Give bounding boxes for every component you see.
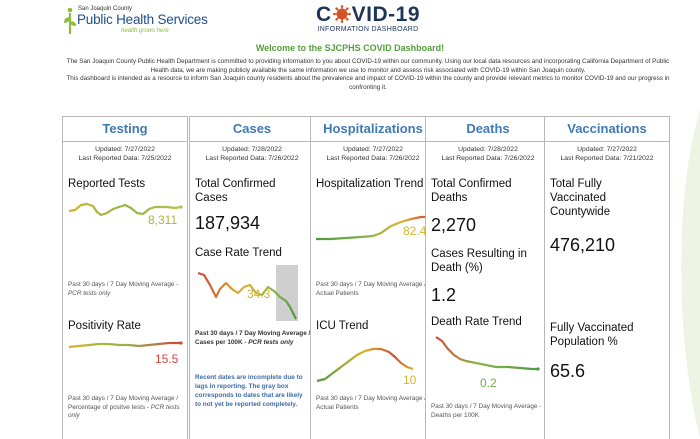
- person-with-leaf-icon: [64, 7, 76, 34]
- intro-paragraph-2: This dashboard is intended as a resource…: [66, 75, 670, 91]
- deaths-panel: Deaths Updated: 7/28/2022 Last Reported …: [425, 116, 551, 439]
- hospitalization-note: Past 30 days / 7 Day Moving Average / Ac…: [316, 281, 427, 297]
- reported-tests-title: Reported Tests: [68, 178, 146, 190]
- coronavirus-icon: [332, 5, 351, 23]
- cases-panel: Cases Updated: 7/28/2022 Last Reported D…: [189, 116, 315, 439]
- death-rate-value: 0.2: [480, 376, 497, 390]
- cases-updated: Updated: 7/28/2022: [222, 146, 282, 153]
- cases-resulting-in-death-title: Cases Resulting in Death (%): [431, 248, 527, 274]
- case-rate-trend-title: Case Rate Trend: [195, 247, 282, 259]
- logo-county-text: San Joaquin County: [78, 6, 133, 12]
- background-accent: [681, 110, 700, 438]
- death-rate-trend-sparkline[interactable]: 0.2: [426, 331, 550, 393]
- hospitalizations-panel-title[interactable]: Hospitalizations: [311, 117, 435, 142]
- reported-tests-note: Past 30 days / 7 Day Moving Average - PC…: [68, 281, 179, 297]
- sjc-public-health-logo[interactable]: San Joaquin County Public Health Service…: [63, 4, 213, 38]
- covid-dashboard-logo: C VID-19 INFORMATION DASHBOARD: [313, 4, 423, 40]
- vaccinations-last-reported: Last Reported Data: 7/21/2022: [560, 155, 654, 162]
- positivity-rate-note: Past 30 days / 7 Day Moving Average / Pe…: [68, 395, 180, 419]
- icu-trend-sparkline[interactable]: 10: [311, 339, 435, 389]
- icu-note: Past 30 days / 7 Day Moving Average / Ac…: [316, 395, 427, 411]
- testing-updated: Updated: 7/27/2022: [95, 146, 155, 153]
- vaccinations-panel-title[interactable]: Vaccinations: [545, 117, 669, 142]
- cases-resulting-in-death-value: 1.2: [431, 285, 457, 305]
- reported-tests-sparkline[interactable]: 8,311: [63, 195, 187, 231]
- fully-vaccinated-population-title: Fully Vaccinated Population %: [550, 322, 634, 348]
- incomplete-data-gray-box: [276, 265, 298, 321]
- covid-title-right: VID-19: [351, 3, 421, 26]
- header: San Joaquin County Public Health Service…: [0, 0, 700, 42]
- positivity-rate-value: 15.5: [155, 352, 179, 366]
- total-confirmed-cases-title: Total Confirmed Cases: [195, 178, 276, 204]
- case-rate-trend-sparkline[interactable]: 34.3: [190, 263, 314, 325]
- total-confirmed-deaths-value: 2,270: [431, 215, 477, 235]
- hospitalization-trend-sparkline[interactable]: 82.4: [311, 209, 435, 249]
- welcome-heading: Welcome to the SJCPHS COVID Dashboard!: [255, 43, 445, 53]
- testing-panel-title[interactable]: Testing: [63, 117, 187, 142]
- incomplete-data-warning: Recent dates are incomplete due to lags …: [195, 374, 303, 408]
- cases-panel-title[interactable]: Cases: [190, 117, 314, 142]
- logo-tagline: health grows here: [121, 28, 169, 34]
- hospitalizations-last-reported: Last Reported Data: 7/26/2022: [326, 155, 420, 162]
- intro-text: The San Joaquin County Public Health Dep…: [62, 58, 674, 92]
- reported-tests-value: 8,311: [148, 213, 177, 227]
- vaccinations-updated: Updated: 7/27/2022: [577, 146, 637, 153]
- covid-subtitle: INFORMATION DASHBOARD: [317, 26, 419, 33]
- fully-vaccinated-population-value: 65.6: [550, 361, 586, 381]
- deaths-updated: Updated: 7/28/2022: [458, 146, 518, 153]
- hospitalization-trend-title: Hospitalization Trend: [316, 178, 424, 190]
- covid-title-left: C: [315, 3, 332, 26]
- total-confirmed-cases-value: 187,934: [195, 213, 261, 233]
- total-confirmed-deaths-title: Total Confirmed Deaths: [431, 178, 512, 204]
- cases-last-reported: Last Reported Data: 7/26/2022: [205, 155, 299, 162]
- death-rate-note: Past 30 days / 7 Day Moving Average - De…: [431, 403, 542, 419]
- deaths-panel-title[interactable]: Deaths: [426, 117, 550, 142]
- intro-paragraph-1: The San Joaquin County Public Health Dep…: [66, 58, 670, 74]
- case-rate-note: Past 30 days / 7 Day Moving Average / Ca…: [195, 330, 311, 346]
- total-fully-vaccinated-value: 476,210: [550, 235, 616, 255]
- testing-last-reported: Last Reported Data: 7/25/2022: [78, 155, 172, 162]
- deaths-last-reported: Last Reported Data: 7/26/2022: [441, 155, 535, 162]
- total-fully-vaccinated-title: Total Fully Vaccinated Countywide: [550, 178, 611, 218]
- icu-trend-title: ICU Trend: [316, 320, 369, 332]
- death-rate-trend-title: Death Rate Trend: [431, 316, 522, 328]
- testing-panel: Testing Updated: 7/27/2022 Last Reported…: [62, 116, 188, 439]
- icu-value: 10: [403, 373, 417, 387]
- logo-name-text: Public Health Services: [77, 12, 208, 27]
- vaccinations-panel: Vaccinations Updated: 7/27/2022 Last Rep…: [544, 116, 670, 439]
- hospitalizations-panel: Hospitalizations Updated: 7/27/2022 Last…: [310, 116, 436, 439]
- positivity-rate-sparkline[interactable]: 15.5: [63, 335, 187, 371]
- case-rate-value: 34.3: [247, 287, 271, 301]
- positivity-rate-title: Positivity Rate: [68, 320, 141, 332]
- hospitalization-value: 82.4: [403, 224, 427, 238]
- hospitalizations-updated: Updated: 7/27/2022: [343, 146, 403, 153]
